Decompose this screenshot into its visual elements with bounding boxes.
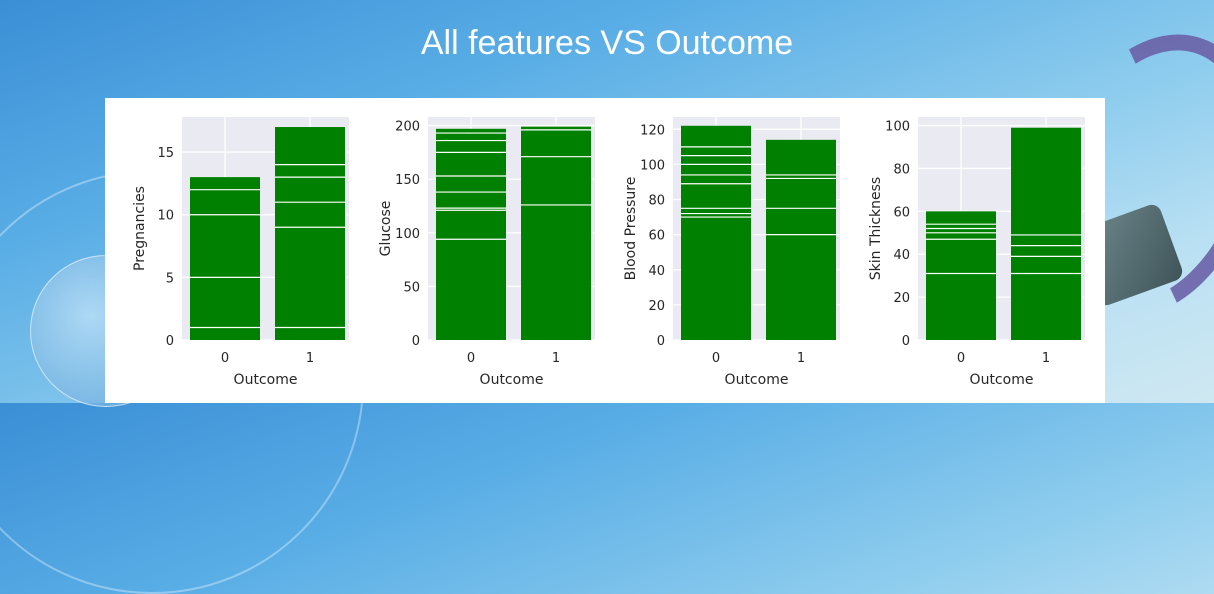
bar-outcome-1 xyxy=(521,126,591,340)
y-tick-label: 60 xyxy=(648,229,665,244)
x-tick-label: 1 xyxy=(797,351,805,366)
slide-title: All features VS Outcome xyxy=(420,24,794,62)
y-axis-label: Pregnancies xyxy=(132,186,148,271)
y-tick-label: 100 xyxy=(885,120,910,135)
x-tick-label: 0 xyxy=(712,351,720,366)
y-tick-label: 0 xyxy=(166,334,174,349)
x-axis-label: Outcome xyxy=(234,372,298,388)
y-tick-label: 40 xyxy=(893,248,910,263)
y-tick-label: 20 xyxy=(893,291,910,306)
y-tick-label: 5 xyxy=(166,271,174,286)
bar-outcome-0 xyxy=(926,211,996,340)
y-tick-label: 60 xyxy=(893,205,910,220)
x-tick-label: 1 xyxy=(306,351,314,366)
y-tick-label: 40 xyxy=(648,264,665,279)
y-tick-label: 20 xyxy=(648,299,665,314)
y-tick-label: 100 xyxy=(640,158,665,173)
y-tick-label: 0 xyxy=(657,334,665,349)
y-axis-label: Blood Pressure xyxy=(623,177,639,281)
x-axis-label: Outcome xyxy=(970,372,1034,388)
y-axis-label: Skin Thickness xyxy=(868,177,884,280)
y-tick-label: 150 xyxy=(395,173,420,188)
bar-outcome-0 xyxy=(190,177,260,340)
y-tick-label: 10 xyxy=(157,209,174,224)
bar-outcome-1 xyxy=(1011,127,1081,340)
bar-outcome-0 xyxy=(681,125,751,340)
y-tick-label: 0 xyxy=(412,334,420,349)
x-tick-label: 1 xyxy=(1042,351,1050,366)
x-tick-label: 0 xyxy=(221,351,229,366)
y-tick-label: 200 xyxy=(395,120,420,135)
x-tick-label: 0 xyxy=(467,351,475,366)
y-tick-label: 0 xyxy=(902,334,910,349)
y-tick-label: 80 xyxy=(648,194,665,209)
y-tick-label: 120 xyxy=(640,123,665,138)
x-tick-label: 0 xyxy=(957,351,965,366)
chart-1: 0 1 0 50 100 150 200 Outcome Glucose xyxy=(378,117,595,388)
x-tick-label: 1 xyxy=(552,351,560,366)
x-axis-label: Outcome xyxy=(480,372,544,388)
y-tick-label: 15 xyxy=(157,146,174,161)
y-axis-label: Glucose xyxy=(378,201,394,257)
x-axis-label: Outcome xyxy=(725,372,789,388)
y-tick-label: 100 xyxy=(395,227,420,242)
y-tick-label: 80 xyxy=(893,162,910,177)
bar-outcome-1 xyxy=(275,127,345,340)
bar-outcome-1 xyxy=(766,139,836,340)
y-tick-label: 50 xyxy=(403,280,420,295)
charts-panel: 0 1 0 5 10 15 Outcome Pregnancies 0 1 0 50 100 150 200… xyxy=(105,98,1105,403)
bar-outcome-0 xyxy=(436,128,506,340)
